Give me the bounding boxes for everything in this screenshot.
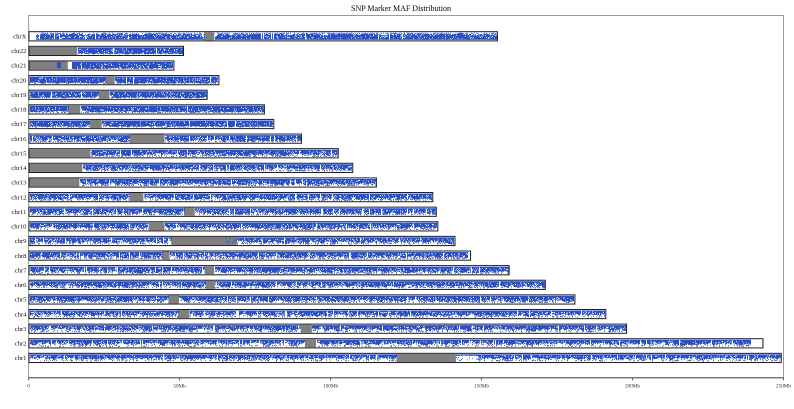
svg-text:chr22: chr22 [11, 48, 26, 55]
svg-text:chr4: chr4 [15, 311, 28, 318]
svg-text:chr7: chr7 [15, 267, 28, 274]
svg-text:chr2: chr2 [15, 341, 27, 348]
svg-text:chr12: chr12 [11, 194, 26, 201]
svg-text:200Mb: 200Mb [625, 384, 640, 390]
svg-text:chr1: chr1 [15, 355, 27, 362]
svg-text:chr10: chr10 [11, 224, 27, 231]
svg-text:250Mb: 250Mb [776, 384, 791, 390]
svg-text:150Mb: 150Mb [474, 384, 489, 390]
svg-text:chr3: chr3 [15, 326, 28, 333]
svg-text:chr11: chr11 [12, 209, 27, 216]
svg-text:chr5: chr5 [15, 297, 28, 304]
svg-text:chr13: chr13 [11, 180, 27, 187]
svg-text:chr6: chr6 [15, 282, 28, 289]
svg-text:chr20: chr20 [11, 77, 27, 84]
svg-text:chr9: chr9 [15, 238, 28, 245]
svg-text:0: 0 [27, 384, 30, 390]
svg-text:chrX: chrX [13, 34, 27, 41]
svg-text:chr15: chr15 [11, 151, 27, 158]
svg-text:chr18: chr18 [11, 107, 27, 114]
svg-text:50Mb: 50Mb [173, 384, 186, 390]
svg-text:chr14: chr14 [11, 165, 27, 172]
svg-text:100Mb: 100Mb [323, 384, 338, 390]
svg-text:chr21: chr21 [11, 63, 26, 70]
svg-text:chr19: chr19 [11, 92, 27, 99]
svg-text:chr8: chr8 [15, 253, 28, 260]
svg-text:chr16: chr16 [11, 136, 27, 143]
svg-text:SNP Marker MAF Distribution: SNP Marker MAF Distribution [351, 4, 451, 13]
svg-text:chr17: chr17 [11, 121, 27, 128]
